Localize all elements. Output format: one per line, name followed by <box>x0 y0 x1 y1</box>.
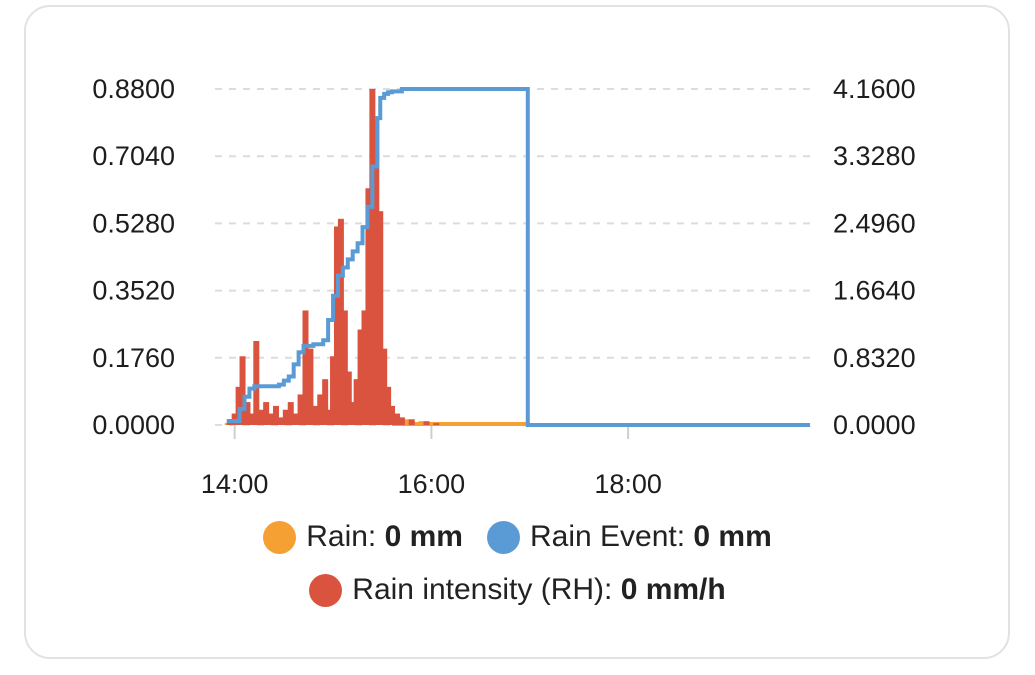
chart-card <box>24 5 1010 659</box>
bars-intensity-bar-40 <box>408 419 415 425</box>
y-left-tick-1: 0.1760 <box>92 343 175 373</box>
y-left-axis: 0.0000 0.1760 0.3520 0.5280 0.7040 0.8800 <box>92 74 175 440</box>
x-tick-1: 16:00 <box>398 469 466 499</box>
legend-row-2: Rain intensity (RH): 0 mm/h <box>0 573 1035 607</box>
legend-rain-value: 0 mm <box>384 520 463 553</box>
rain-event-line <box>226 87 811 427</box>
x-tick-2: 18:00 <box>594 469 662 499</box>
legend-item-rain-event[interactable]: Rain Event: 0 mm <box>486 520 772 554</box>
y-left-tick-3: 0.5280 <box>92 208 175 238</box>
legend-row-1: Rain: 0 mm Rain Event: 0 mm <box>0 520 1035 554</box>
bars-intensity-bar-13 <box>287 402 294 425</box>
legend-rain-event-value: 0 mm <box>693 520 772 553</box>
bars-intensity-bar-17 <box>307 348 314 425</box>
y-right-tick-1: 0.8320 <box>833 343 916 373</box>
bars-intensity-bar-42 <box>433 423 440 425</box>
y-left-tick-0: 0.0000 <box>92 410 175 440</box>
legend-item-rain[interactable]: Rain: 0 mm <box>263 520 463 554</box>
bars-intensity-bar-36 <box>385 386 392 425</box>
legend-rain-name: Rain <box>306 520 368 553</box>
bars-intensity-bar-3 <box>239 356 246 425</box>
legend-rain-intensity-name: Rain intensity (RH) <box>352 573 605 606</box>
bars-intensity-bar-8 <box>263 402 270 425</box>
x-tick-0: 14:00 <box>201 469 269 499</box>
bars-intensity-bar-26 <box>345 371 352 425</box>
bars-intensity-bar-29 <box>357 329 364 425</box>
y-left-tick-2: 0.3520 <box>92 276 175 306</box>
legend-item-rain-intensity[interactable]: Rain intensity (RH): 0 mm/h <box>309 573 726 607</box>
bars-intensity-bar-41 <box>423 421 430 425</box>
bars-intensity-bar-33 <box>373 119 380 425</box>
bars-intensity-bar-2 <box>235 386 242 425</box>
legend-label-rain: Rain: 0 mm <box>306 520 463 553</box>
legend-dot-rain-intensity <box>309 573 343 607</box>
bars-intensity-bar-24 <box>337 218 344 425</box>
bars-intensity-bar-7 <box>258 409 265 425</box>
y-right-axis: 0.0000 0.8320 1.6640 2.4960 3.3280 4.1600 <box>833 74 916 440</box>
bars-intensity-bar-14 <box>292 413 299 425</box>
bars-intensity-bar-32 <box>369 89 376 425</box>
bars-intensity-bar-15 <box>297 394 304 425</box>
y-right-tick-2: 1.6640 <box>833 276 916 306</box>
rain-intensity-bars <box>226 89 440 425</box>
bars-intensity-bar-5 <box>249 413 256 425</box>
y-right-tick-0: 0.0000 <box>833 410 916 440</box>
bars-intensity-bar-20 <box>322 379 329 425</box>
legend-label-rain-intensity: Rain intensity (RH): 0 mm/h <box>352 573 726 606</box>
bars-intensity-bar-16 <box>302 310 309 425</box>
y-right-tick-5: 4.1600 <box>833 74 916 104</box>
bars-intensity-bar-31 <box>365 188 372 425</box>
bars-intensity-bar-25 <box>341 310 348 425</box>
bars-intensity-bar-0 <box>226 421 233 425</box>
y-right-tick-4: 3.3280 <box>833 141 916 171</box>
bars-intensity-bar-10 <box>272 405 279 425</box>
bars-intensity-bar-35 <box>381 348 388 425</box>
bars-intensity-bar-18 <box>312 405 319 425</box>
bars-intensity-bar-38 <box>393 413 400 425</box>
bars-intensity-bar-9 <box>268 413 275 425</box>
bars-intensity-bar-6 <box>253 341 260 425</box>
y-left-tick-5: 0.8800 <box>92 74 175 104</box>
y-left-tick-4: 0.7040 <box>92 141 175 171</box>
legend-rain-event-name: Rain Event <box>529 520 677 553</box>
bars-intensity-bar-39 <box>398 417 405 425</box>
bars-intensity-bar-23 <box>333 226 340 425</box>
legend-rain-intensity-value: 0 mm/h <box>620 573 726 606</box>
bars-intensity-bar-30 <box>361 310 368 425</box>
bars-intensity-bar-27 <box>349 402 356 425</box>
bars-intensity-bar-4 <box>244 402 251 425</box>
y-right-tick-3: 2.4960 <box>833 208 916 238</box>
bars-intensity-bar-37 <box>389 405 396 425</box>
bars-intensity-bar-19 <box>317 394 324 425</box>
bars-intensity-bar-22 <box>330 356 337 425</box>
x-axis: 14:00 16:00 18:00 <box>201 425 662 499</box>
bars-intensity-bar-34 <box>377 211 384 425</box>
legend-label-rain-event: Rain Event: 0 mm <box>529 520 772 553</box>
bars-intensity-bar-11 <box>277 417 284 425</box>
rain-event-path <box>226 87 811 427</box>
legend-dot-rain <box>263 520 297 554</box>
bars-intensity-bar-28 <box>353 379 360 425</box>
legend-dot-rain-event <box>486 520 520 554</box>
bars-intensity-bar-12 <box>282 409 289 425</box>
